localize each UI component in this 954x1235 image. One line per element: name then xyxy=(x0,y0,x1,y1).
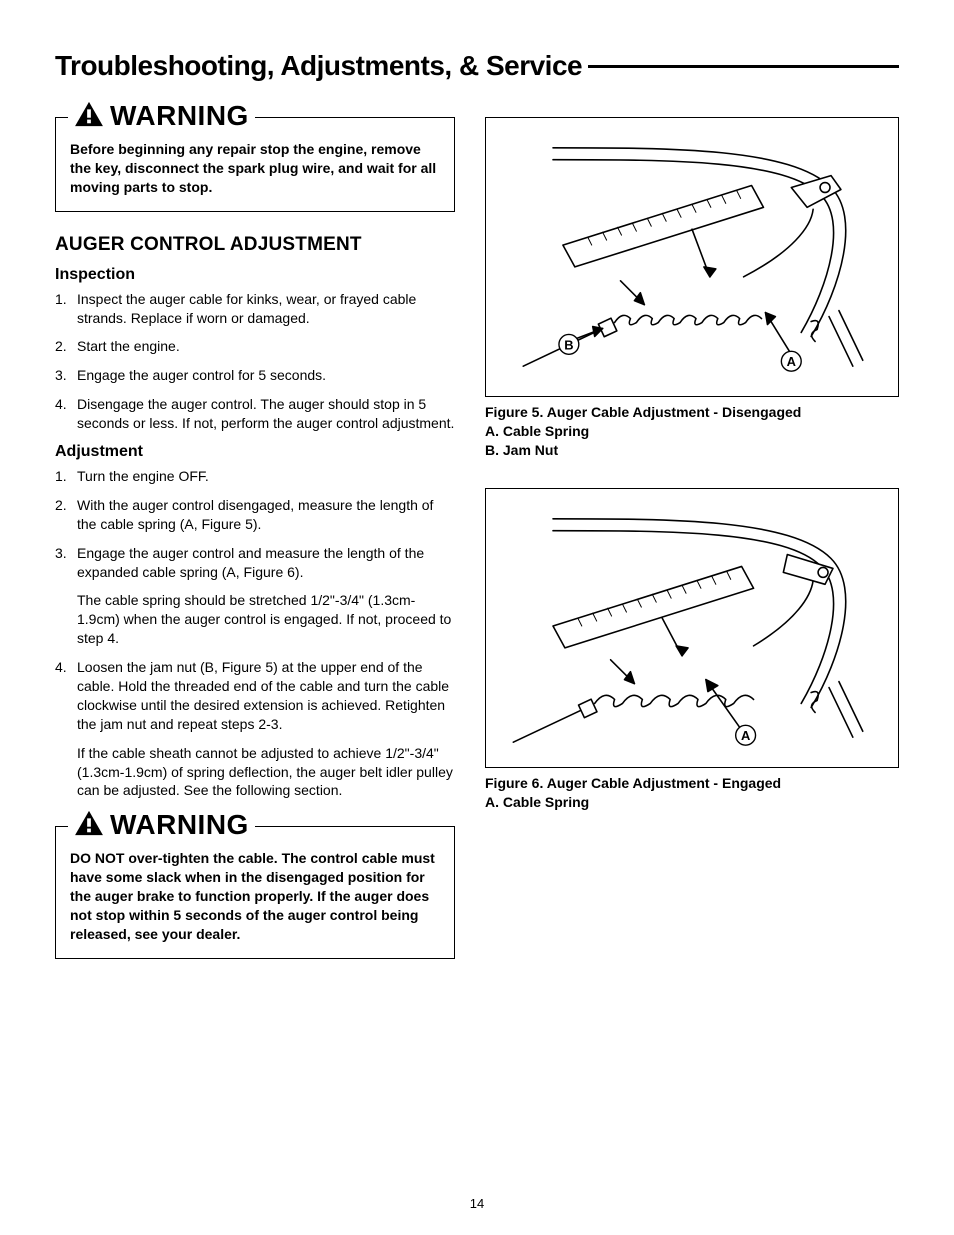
caption-line: A. Cable Spring xyxy=(485,422,899,441)
list-item: Start the engine. xyxy=(77,337,455,356)
warning-title-2: WARNING xyxy=(110,809,249,841)
adjustment-steps: Turn the engine OFF. With the auger cont… xyxy=(55,467,455,800)
figure6-label-a: A xyxy=(741,728,750,743)
inspection-steps: Inspect the auger cable for kinks, wear,… xyxy=(55,290,455,433)
inspection-heading: Inspection xyxy=(55,266,455,284)
warning-body-1: Before beginning any repair stop the eng… xyxy=(70,140,440,197)
page-title-text: Troubleshooting, Adjustments, & Service xyxy=(55,50,582,82)
warning-legend-2: WARNING xyxy=(68,809,255,841)
step-extra: The cable spring should be stretched 1/2… xyxy=(77,591,455,648)
step-text: Loosen the jam nut (B, Figure 5) at the … xyxy=(77,659,449,732)
step-text: Engage the auger control and measure the… xyxy=(77,545,424,580)
page-number: 14 xyxy=(0,1196,954,1211)
step-text: Inspect the auger cable for kinks, wear,… xyxy=(77,291,416,326)
warning-body-2: DO NOT over-tighten the cable. The contr… xyxy=(70,849,440,943)
section-heading: AUGER CONTROL ADJUSTMENT xyxy=(55,234,455,256)
step-text: Engage the auger control for 5 seconds. xyxy=(77,367,326,383)
figure-6-box: A xyxy=(485,488,899,768)
list-item: Turn the engine OFF. xyxy=(77,467,455,486)
step-text: Start the engine. xyxy=(77,338,180,354)
adjustment-heading: Adjustment xyxy=(55,443,455,461)
figure-5-caption: Figure 5. Auger Cable Adjustment - Disen… xyxy=(485,403,899,460)
step-text: With the auger control disengaged, measu… xyxy=(77,497,433,532)
list-item: Loosen the jam nut (B, Figure 5) at the … xyxy=(77,658,455,800)
figure-5-box: A B xyxy=(485,117,899,397)
warning-box-2: WARNING DO NOT over-tighten the cable. T… xyxy=(55,826,455,958)
list-item: With the auger control disengaged, measu… xyxy=(77,496,455,534)
title-rule xyxy=(588,65,899,68)
page-title: Troubleshooting, Adjustments, & Service xyxy=(55,50,899,82)
list-item: Engage the auger control and measure the… xyxy=(77,544,455,648)
list-item: Disengage the auger control. The auger s… xyxy=(77,395,455,433)
left-column: WARNING Before beginning any repair stop… xyxy=(55,117,455,981)
figure-6-illustration: A xyxy=(486,489,898,767)
list-item: Engage the auger control for 5 seconds. xyxy=(77,366,455,385)
step-text: Disengage the auger control. The auger s… xyxy=(77,396,454,431)
right-column: A B Figure 5. Auger Cable Adjustment - D… xyxy=(485,117,899,981)
caption-line: Figure 5. Auger Cable Adjustment - Disen… xyxy=(485,403,899,422)
warning-triangle-icon xyxy=(74,101,104,132)
figure5-label-a: A xyxy=(787,354,796,369)
warning-legend-1: WARNING xyxy=(68,100,255,132)
step-extra: If the cable sheath cannot be adjusted t… xyxy=(77,744,455,801)
warning-box-1: WARNING Before beginning any repair stop… xyxy=(55,117,455,212)
content-columns: WARNING Before beginning any repair stop… xyxy=(55,117,899,981)
caption-line: A. Cable Spring xyxy=(485,793,899,812)
figure-6-caption: Figure 6. Auger Cable Adjustment - Engag… xyxy=(485,774,899,812)
warning-title-1: WARNING xyxy=(110,100,249,132)
list-item: Inspect the auger cable for kinks, wear,… xyxy=(77,290,455,328)
figure-5-illustration: A B xyxy=(486,118,898,396)
caption-line: Figure 6. Auger Cable Adjustment - Engag… xyxy=(485,774,899,793)
step-text: Turn the engine OFF. xyxy=(77,468,209,484)
figure5-label-b: B xyxy=(564,337,573,352)
caption-line: B. Jam Nut xyxy=(485,441,899,460)
warning-triangle-icon xyxy=(74,810,104,841)
